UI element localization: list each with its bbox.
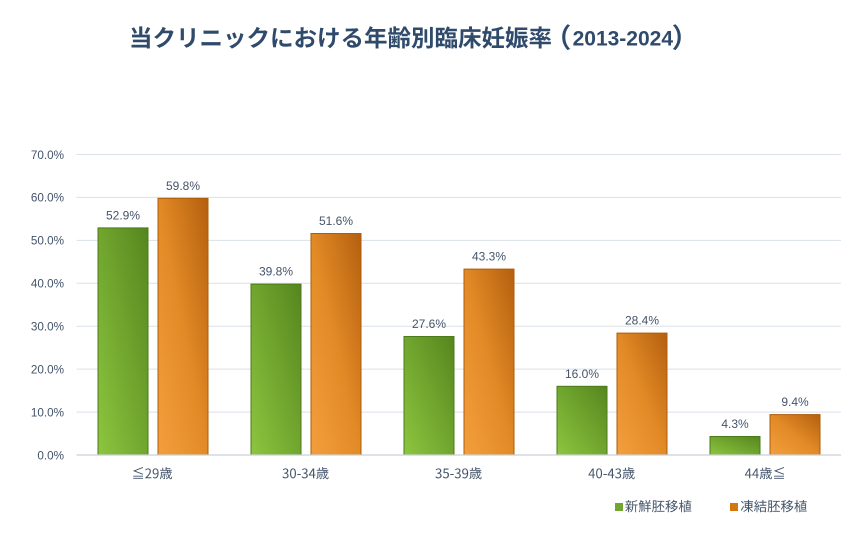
svg-text:9.4%: 9.4% (781, 395, 809, 409)
svg-text:59.8%: 59.8% (166, 179, 200, 193)
svg-text:30.0%: 30.0% (31, 321, 64, 334)
svg-text:16.0%: 16.0% (565, 367, 599, 381)
svg-text:70.0%: 70.0% (31, 149, 64, 162)
svg-text:51.6%: 51.6% (319, 214, 353, 228)
svg-text:27.6%: 27.6% (412, 317, 446, 331)
svg-text:43.3%: 43.3% (472, 250, 506, 264)
svg-text:20.0%: 20.0% (31, 363, 64, 376)
svg-text:39.8%: 39.8% (259, 265, 293, 279)
svg-text:50.0%: 50.0% (31, 235, 64, 248)
svg-text:4.3%: 4.3% (721, 417, 749, 431)
svg-text:2013-2024: 2013-2024 (573, 28, 674, 51)
svg-text:0.0%: 0.0% (37, 449, 64, 462)
svg-text:10.0%: 10.0% (31, 406, 64, 419)
svg-text:28.4%: 28.4% (625, 314, 659, 328)
svg-text:52.9%: 52.9% (106, 208, 140, 222)
svg-text:60.0%: 60.0% (31, 192, 64, 205)
svg-text:40.0%: 40.0% (31, 278, 64, 291)
